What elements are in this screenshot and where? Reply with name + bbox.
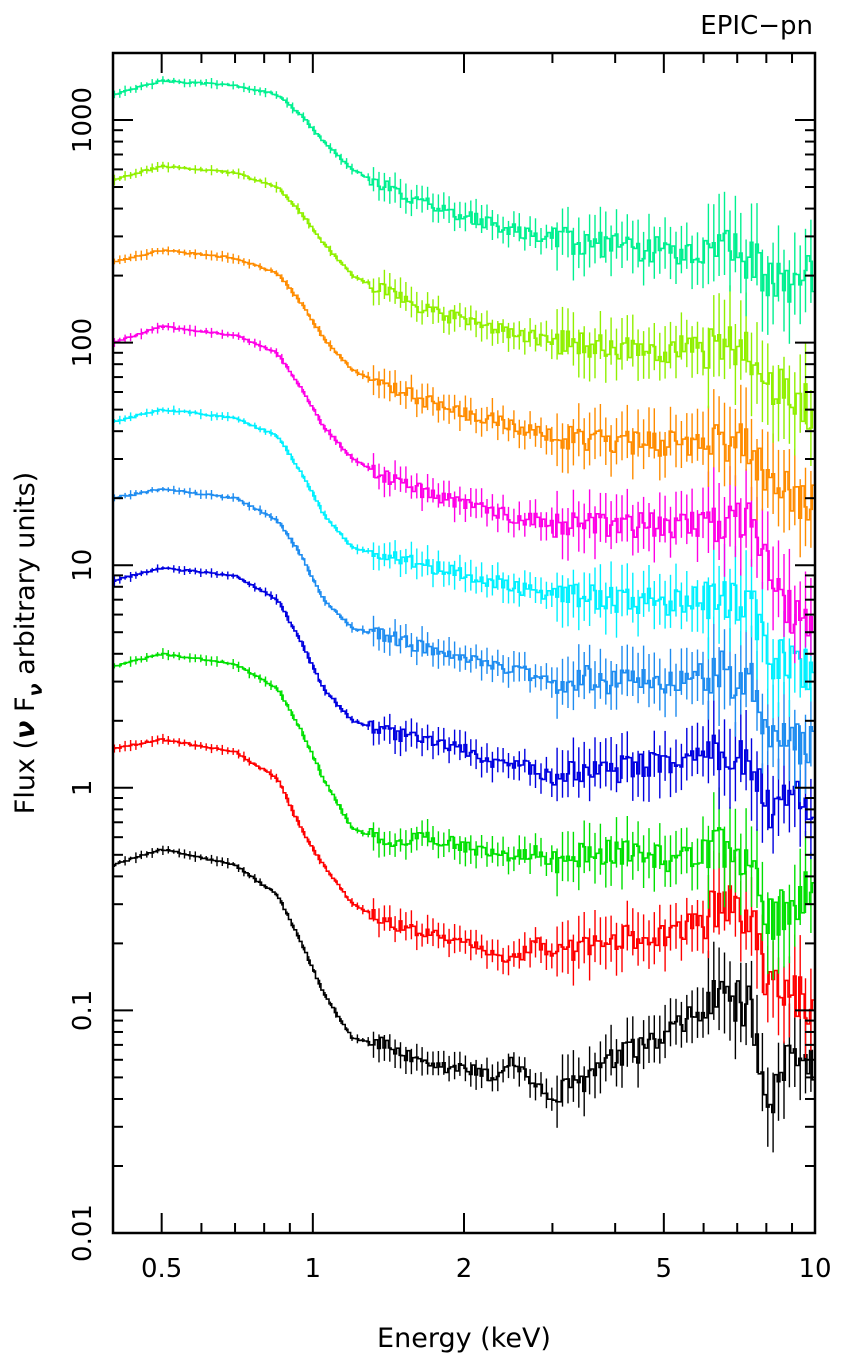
- x-axis: 0.5 1 2 5 10: [112, 53, 832, 1284]
- y-axis: 0.01 0.1 1 10 100 1000: [68, 52, 815, 1262]
- series-4-line: [113, 488, 815, 765]
- series-6-errorbars: [113, 322, 812, 664]
- series-9: [113, 76, 815, 344]
- series-7-errorbars: [113, 246, 812, 558]
- y-tick-label: 1: [68, 780, 98, 797]
- series-9-errorbars: [113, 76, 812, 344]
- y-tick-label: 100: [68, 318, 98, 368]
- y-tick-label: 1000: [68, 87, 98, 153]
- x-tick-label: 0.5: [141, 1254, 182, 1284]
- series-6-line: [113, 325, 815, 637]
- series-9-line: [113, 79, 815, 303]
- y-axis-label-nu: ν: [10, 721, 41, 739]
- series-5: [113, 405, 815, 719]
- y-tick-label: 0.01: [68, 1204, 98, 1262]
- series-8: [113, 161, 815, 466]
- y-axis-label-post: arbitrary units): [10, 472, 41, 684]
- series-2: [113, 648, 815, 980]
- series-0-line: [113, 848, 815, 1114]
- y-tick-label: 10: [68, 549, 98, 582]
- corner-label: EPIC−pn: [700, 11, 813, 41]
- y-axis-label-f: F: [10, 696, 41, 720]
- plot-frame: [111, 51, 817, 1235]
- series-7-line: [113, 249, 815, 521]
- y-axis-label: Flux (ν Fν arbitrary units): [10, 472, 47, 814]
- y-axis-label-nu-sub: ν: [25, 683, 47, 696]
- y-tick-label: 0.1: [68, 990, 98, 1031]
- y-axis-label-pre: Flux (: [10, 739, 41, 814]
- series-2-errorbars: [113, 648, 812, 980]
- x-axis-label: Energy (keV): [377, 1323, 551, 1354]
- series-6: [113, 322, 815, 664]
- series-0: [113, 845, 815, 1153]
- series-8-errorbars: [113, 161, 812, 466]
- series-3: [113, 564, 815, 860]
- series-5-errorbars: [113, 405, 812, 719]
- series-8-line: [113, 164, 815, 430]
- series-0-errorbars: [113, 845, 812, 1153]
- x-tick-label: 1: [305, 1254, 322, 1284]
- x-tick-label: 10: [798, 1254, 831, 1284]
- series-layer: [113, 76, 815, 1153]
- x-tick-label: 2: [456, 1254, 473, 1284]
- series-7: [113, 246, 815, 558]
- series-1-line: [113, 738, 815, 1025]
- x-tick-label: 5: [656, 1254, 673, 1284]
